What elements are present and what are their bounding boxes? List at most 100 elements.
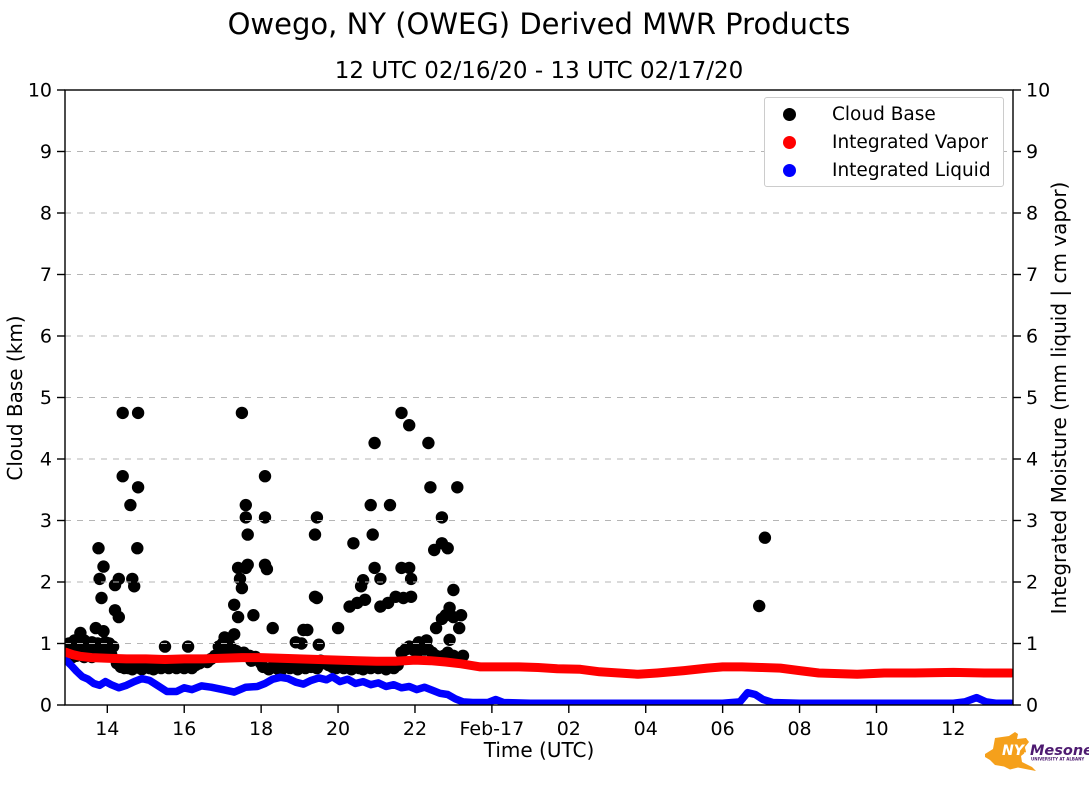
cloud-base-point — [158, 640, 172, 653]
y-tick-label-right: 8 — [1026, 203, 1038, 225]
cloud-base-point — [456, 649, 470, 662]
x-tick-label: 22 — [403, 718, 427, 740]
cloud-base-point — [424, 481, 437, 494]
cloud-base-point — [295, 637, 308, 650]
cloud-base-point — [347, 537, 360, 550]
integrated-liquid-line — [65, 655, 1013, 705]
x-axis-label: Time (UTC) — [483, 738, 595, 762]
cloud-base-point — [112, 572, 126, 586]
cloud-base-point — [310, 511, 324, 524]
cloud-base-point — [266, 621, 279, 635]
x-tick-label: 12 — [941, 718, 965, 740]
logo-nys-text: NYS — [1002, 743, 1034, 759]
integrated-liquid-marker-icon — [783, 163, 796, 177]
y-tick-label-left: 2 — [40, 572, 52, 594]
cloud-base-point — [93, 572, 106, 586]
cloud-base-point — [258, 511, 272, 524]
y-tick-label-left: 3 — [40, 510, 52, 532]
cloud-base-point — [235, 406, 249, 420]
x-tick-label: 18 — [249, 718, 273, 740]
cloud-base-points — [65, 406, 772, 678]
x-tick-label: 14 — [95, 718, 119, 740]
cloud-base-point — [451, 481, 464, 494]
cloud-base-point — [260, 562, 274, 576]
cloud-base-point — [301, 623, 314, 637]
cloud-base-point — [112, 610, 126, 624]
cloud-base-point — [239, 498, 252, 512]
integrated-vapor-marker-icon — [783, 135, 796, 149]
cloud-base-point — [128, 580, 141, 593]
cloud-base-point — [356, 574, 370, 587]
cloud-base-point — [454, 609, 468, 622]
cloud-base-point — [241, 528, 254, 541]
cloud-base-point — [422, 436, 435, 450]
cloud-base-point — [404, 590, 418, 603]
x-ticks: 14 16 18 20 22 Feb-17 02 04 06 08 10 12 — [95, 705, 965, 740]
y-tick-label-left: 4 — [40, 449, 52, 471]
y-tick-label-left: 10 — [28, 80, 52, 102]
cloud-base-point — [364, 498, 377, 512]
cloud-base-point — [116, 470, 129, 483]
cloud-base-point — [106, 640, 120, 653]
cloud-base-point — [228, 598, 241, 611]
cloud-base-point — [435, 511, 449, 524]
new-york-state-icon — [985, 732, 1036, 771]
legend-item-cloud-base: Cloud Base — [765, 100, 1003, 128]
cloud-base-point — [131, 542, 144, 555]
cloud-base-point — [368, 436, 381, 450]
cloud-base-point — [441, 542, 454, 555]
y-tick-label-left: 1 — [40, 633, 52, 655]
x-tick-label: 02 — [557, 718, 581, 740]
cloud-base-point — [443, 633, 456, 646]
x-tick-label: 20 — [326, 718, 350, 740]
cloud-base-point — [235, 581, 249, 595]
x-tick-label: Feb-17 — [460, 718, 525, 740]
legend-label: Integrated Liquid — [832, 159, 991, 181]
cloud-base-point — [358, 593, 372, 606]
y-tick-label-right: 7 — [1026, 264, 1038, 286]
y-axis-label-right: Integrated Moisture (mm liquid | cm vapo… — [1047, 182, 1071, 615]
y-tick-label-right: 1 — [1026, 633, 1038, 655]
y-tick-label-left: 5 — [40, 387, 52, 409]
cloud-base-point — [247, 609, 260, 622]
cloud-base-point — [395, 406, 408, 420]
cloud-base-point — [404, 572, 418, 586]
y-tick-label-left: 8 — [40, 203, 52, 225]
cloud-base-point — [228, 628, 241, 641]
cloud-base-point — [453, 621, 466, 635]
y-tick-label-left: 7 — [40, 264, 52, 286]
logo-tagline-text: UNIVERSITY AT ALBANY — [1031, 757, 1084, 762]
cloud-base-point — [447, 583, 460, 597]
y-tick-label-right: 10 — [1026, 80, 1050, 102]
legend-item-integrated-liquid: Integrated Liquid — [765, 156, 1003, 184]
legend-label: Cloud Base — [832, 103, 936, 125]
x-tick-label: 10 — [864, 718, 888, 740]
cloud-base-point — [331, 621, 345, 635]
y-tick-label-left: 0 — [40, 695, 52, 717]
y-tick-label-right: 3 — [1026, 510, 1038, 532]
x-tick-label: 06 — [711, 718, 735, 740]
cloud-base-point — [753, 599, 766, 613]
y-tick-label-right: 2 — [1026, 572, 1038, 594]
cloud-base-point — [758, 531, 772, 544]
chart-legend: Cloud Base Integrated Vapor Integrated L… — [764, 97, 1004, 187]
page-subtitle: 12 UTC 02/16/20 - 13 UTC 02/17/20 — [334, 58, 744, 84]
cloud-base-point — [403, 561, 416, 575]
page-title: Owego, NY (OWEG) Derived MWR Products — [227, 7, 851, 41]
logo-mesonet-text: Mesonet — [1030, 743, 1089, 759]
cloud-base-point — [308, 528, 322, 541]
cloud-base-point — [231, 610, 245, 624]
cloud-base-point — [131, 406, 145, 420]
y-tick-label-right: 0 — [1026, 695, 1038, 717]
y-tick-label-left: 6 — [40, 326, 52, 348]
y-tick-label-right: 5 — [1026, 387, 1038, 409]
x-tick-label: 16 — [172, 718, 196, 740]
cloud-base-point — [124, 498, 137, 512]
y-tick-label-right: 9 — [1026, 141, 1038, 163]
cloud-base-point — [97, 560, 110, 573]
legend-item-integrated-vapor: Integrated Vapor — [765, 128, 1003, 156]
cloud-base-point — [429, 621, 443, 635]
y-axis-label-left: Cloud Base (km) — [3, 315, 27, 480]
